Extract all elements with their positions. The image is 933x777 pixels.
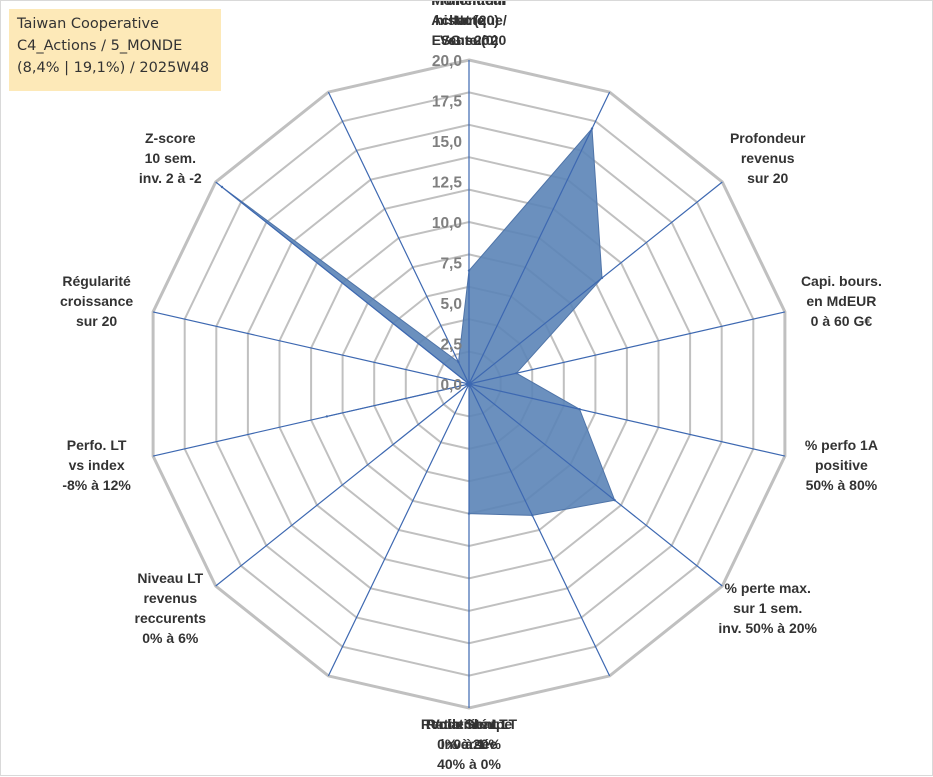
category-label: revenus [741, 150, 795, 166]
tick-label: 12,5 [432, 175, 463, 192]
category-label: 0% à 6% [142, 630, 199, 646]
category-label: Momentum [432, 1, 507, 8]
category-label: Profondeur [730, 130, 806, 146]
category-label: -8% à 12% [62, 477, 131, 493]
category-label: Achat (20) / [431, 12, 507, 28]
category-label: revenus [143, 590, 197, 606]
category-label: sur 20 [448, 32, 489, 48]
radar-category-labels: Note ESG sur 20 Profondeur historique sur 20… [60, 1, 882, 772]
tick-label: 7,5 [440, 256, 462, 273]
spoke [468, 91, 611, 385]
category-label: % perte max. [725, 580, 811, 596]
category-label: 0 à 60 G€ [811, 313, 873, 329]
category-label: Note [453, 12, 484, 28]
category-label: 40% à 0% [437, 756, 501, 772]
category-label: 0% à 20% [437, 736, 501, 752]
category-label: sur 20 [76, 313, 117, 329]
category-label: Vente (0) [440, 32, 498, 48]
radar-tick-labels: 0,0 2,5 5,0 7,5 10,0 12,5 15,0 17,5 20,0 [432, 53, 463, 394]
category-label: Régularité [62, 273, 131, 289]
spoke [327, 91, 470, 385]
category-label: 10 sem. [145, 150, 196, 166]
title-line-1: Taiwan Cooperative [17, 16, 159, 32]
spoke [152, 311, 470, 385]
category-label: Perfo. LT [67, 437, 127, 453]
series-area [221, 127, 616, 516]
spoke [215, 383, 470, 587]
category-label: inv. 50% à 20% [718, 620, 817, 636]
title-line-2: C4_Actions / 5_MONDE [17, 38, 183, 54]
category-label: % perfo 1A [805, 437, 878, 453]
category-label: reccurents [135, 610, 207, 626]
tick-label: 20,0 [432, 53, 462, 70]
spoke [468, 383, 611, 677]
spoke [152, 383, 470, 457]
spoke [468, 383, 786, 457]
category-label: Niveau LT [137, 570, 203, 586]
radar-series [220, 127, 616, 517]
tick-label: 5,0 [440, 296, 462, 313]
category-label: inversée [441, 736, 498, 752]
category-label: Capi. bours. [801, 273, 882, 289]
tick-label: 17,5 [432, 94, 463, 111]
category-label: croissance [60, 293, 133, 309]
tick-label: 15,0 [432, 134, 462, 151]
category-label: Z-score [145, 130, 196, 146]
title-box: Taiwan Cooperative C4_Actions / 5_MONDE … [9, 9, 221, 91]
category-label: en MdEUR [806, 293, 876, 309]
tick-label: 2,5 [440, 337, 462, 354]
spoke [468, 181, 723, 385]
category-label: 0 à 1 [453, 736, 484, 752]
category-label: sur 1 sem. [733, 600, 802, 616]
spoke [468, 311, 786, 385]
category-label: Ratio Sharpe [426, 716, 513, 732]
spoke [468, 383, 723, 587]
category-label: Volatilité LT [430, 716, 508, 732]
tick-label: 10,0 [432, 215, 462, 232]
spoke [215, 181, 470, 385]
title-line-3: (8,4% | 19,1%) / 2025W48 [17, 60, 210, 76]
radar-spokes [152, 60, 786, 708]
category-label: vs index [69, 457, 125, 473]
category-label: inv. 2 à -2 [139, 170, 202, 186]
category-label: historique [435, 12, 503, 28]
spoke [327, 383, 470, 677]
category-label: Profondeur [431, 1, 507, 8]
tick-label: 0,0 [440, 377, 462, 394]
category-label: sur 20 [747, 170, 788, 186]
category-label: positive [815, 457, 868, 473]
category-label: Rendement LT [421, 716, 518, 732]
category-label: 50% à 80% [806, 477, 878, 493]
category-label: ESG sur 20 [432, 32, 507, 48]
